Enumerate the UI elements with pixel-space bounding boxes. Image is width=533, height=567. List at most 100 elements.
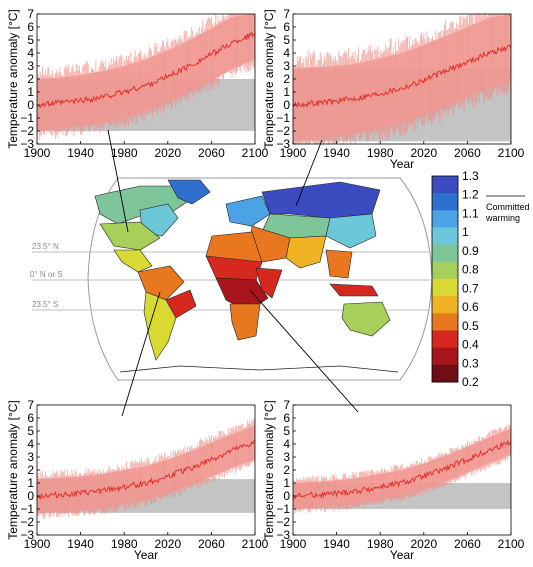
colorbar-tick-label: 1 — [462, 225, 469, 239]
x-tick-label: 2100 — [498, 537, 525, 551]
y-tick-label: 2 — [283, 72, 290, 86]
x-tick-label: 1900 — [24, 537, 51, 551]
y-tick-label: −2 — [20, 515, 34, 529]
y-tick-label: 3 — [283, 59, 290, 73]
y-tick-label: 0 — [27, 98, 34, 112]
y-tick-label: −1 — [20, 502, 34, 516]
y-tick-label: 6 — [27, 411, 34, 425]
lat-label-equator: 0° N or S — [30, 270, 63, 279]
y-tick-label: 5 — [27, 424, 34, 438]
y-tick-label: 4 — [27, 46, 34, 60]
colorbar-segment — [432, 227, 458, 246]
leader-line-bottom-right — [249, 289, 359, 413]
region-indonesia — [329, 283, 379, 297]
y-tick-label: 0 — [283, 98, 290, 112]
x-tick-label: 2020 — [154, 146, 181, 160]
x-tick-label: 1980 — [111, 537, 138, 551]
leader-line-top-left — [107, 129, 129, 233]
region-east-asia — [325, 213, 377, 249]
y-tick-label: −3 — [276, 528, 290, 542]
region-antarctica — [119, 365, 399, 373]
y-tick-label: −1 — [20, 111, 34, 125]
region-europe — [225, 195, 271, 227]
colorbar-tick-label: 0.5 — [462, 319, 479, 333]
colorbar-segment — [432, 364, 458, 383]
region-east-africa — [255, 267, 283, 299]
region-south-america-north — [137, 265, 185, 301]
y-tick-label: 2 — [27, 72, 34, 86]
region-greenland — [167, 179, 211, 205]
y-tick-label: −3 — [20, 528, 34, 542]
y-tick-label: 5 — [283, 424, 290, 438]
colorbar-frame — [431, 175, 459, 383]
y-axis-label: Temperature anomaly [°C] — [262, 9, 276, 149]
region-south-asia — [285, 235, 327, 269]
x-axis-label: Year — [134, 548, 158, 562]
x-tick-label: 1900 — [280, 537, 307, 551]
region-australia — [341, 301, 391, 337]
colorbar-tick-label: 1.3 — [462, 169, 479, 183]
y-tick-label: −3 — [276, 137, 290, 151]
y-tick-label: 4 — [27, 437, 34, 451]
y-tick-label: 1 — [27, 476, 34, 490]
colorbar-segment — [432, 210, 458, 228]
y-tick-label: −2 — [276, 124, 290, 138]
colorbar-segment — [432, 313, 458, 331]
y-tick-label: 4 — [283, 46, 290, 60]
colorbar-tick-label: 1.2 — [462, 188, 479, 202]
x-axis-label: Year — [390, 548, 414, 562]
x-tick-label: 2020 — [154, 537, 181, 551]
y-tick-label: 7 — [283, 7, 290, 21]
y-tick-label: 7 — [283, 398, 290, 412]
x-axis-label: Year — [390, 157, 414, 171]
colorbar-segment — [432, 261, 458, 280]
x-tick-label: 1940 — [67, 537, 94, 551]
region-north-america-south — [99, 221, 161, 251]
colorbar: 1.3 1.2 1.1 1 0.9 0.8 0.7 0.6 0.5 0.4 0.3 0.2 Commit… — [431, 169, 530, 389]
colorbar-tick-label: 1.1 — [462, 206, 479, 220]
colorbar-tick-label: 0.7 — [462, 281, 479, 295]
x-tick-label: 2020 — [410, 537, 437, 551]
x-tick-label: 2100 — [242, 537, 269, 551]
x-tick-label: 2060 — [454, 146, 481, 160]
lat-label-north: 23.5° N — [32, 242, 59, 251]
colorbar-tick-label: 0.2 — [462, 375, 479, 389]
mean-line — [293, 439, 511, 500]
colorbar-segment — [432, 244, 458, 263]
region-south-america-south — [143, 291, 177, 361]
x-tick-label: 1940 — [323, 537, 350, 551]
colorbar-tick-label: 0.3 — [462, 356, 479, 370]
x-tick-label: 2020 — [410, 146, 437, 160]
y-tick-label: −1 — [276, 502, 290, 516]
y-tick-label: 6 — [283, 20, 290, 34]
y-tick-label: 4 — [283, 437, 290, 451]
colorbar-tick-label: 0.8 — [462, 263, 479, 277]
colorbar-tick-label: 0.6 — [462, 300, 479, 314]
colorbar-title: warming — [485, 213, 520, 223]
y-tick-label: 5 — [27, 33, 34, 47]
y-tick-label: 7 — [27, 7, 34, 21]
region-southeast-asia — [325, 249, 353, 279]
y-tick-label: 7 — [27, 398, 34, 412]
y-tick-label: 3 — [27, 59, 34, 73]
x-tick-label: 1900 — [280, 146, 307, 160]
colorbar-title: Committed — [486, 202, 530, 212]
x-tick-label: 2060 — [198, 146, 225, 160]
colorbar-segment — [432, 296, 458, 314]
x-tick-label: 2060 — [198, 537, 225, 551]
y-axis-label: Temperature anomaly [°C] — [6, 9, 20, 149]
world-map: 23.5° N 0° N or S 23.5° S — [30, 177, 433, 381]
y-tick-label: −1 — [276, 111, 290, 125]
y-axis-label: Temperature anomaly [°C] — [6, 400, 20, 540]
colorbar-tick-label: 0.4 — [462, 338, 479, 352]
y-axis-label: Temperature anomaly [°C] — [262, 400, 276, 540]
y-tick-label: −2 — [276, 515, 290, 529]
colorbar-segment — [432, 330, 458, 349]
spread-spikes — [293, 424, 511, 514]
colorbar-segment — [432, 176, 458, 194]
x-tick-label: 2060 — [454, 537, 481, 551]
